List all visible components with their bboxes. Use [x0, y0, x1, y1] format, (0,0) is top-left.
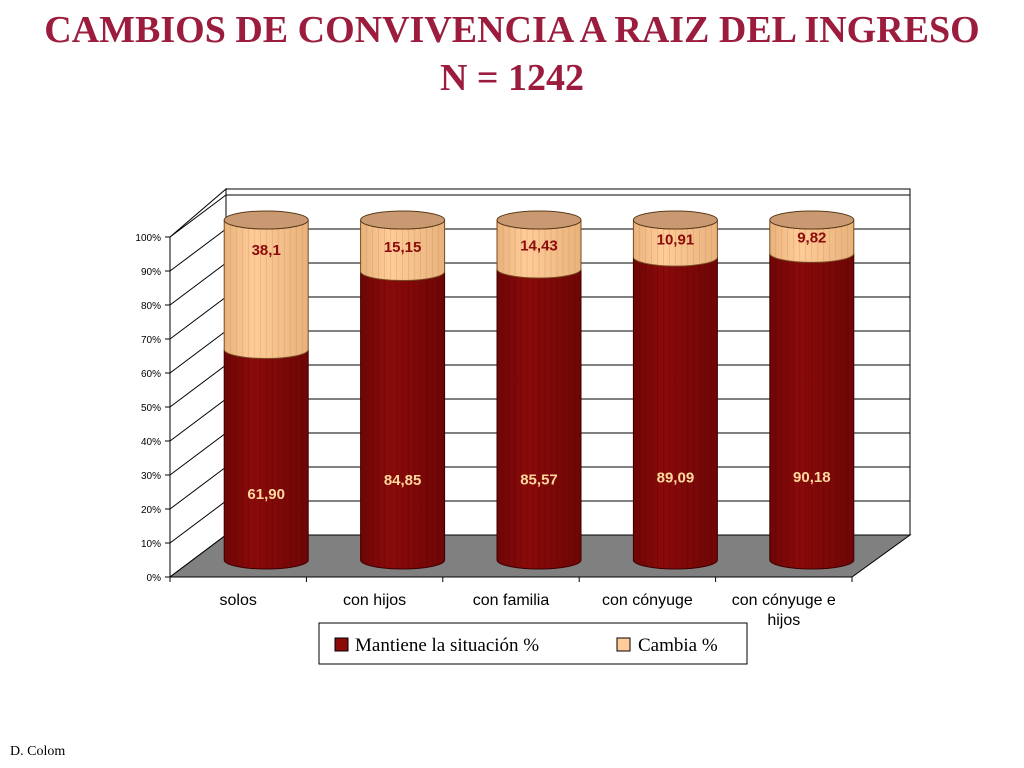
x-tick-label: con cónyuge — [602, 592, 693, 609]
y-tick-label: 50% — [141, 403, 161, 414]
data-label-mantiene: 90,18 — [793, 469, 831, 486]
x-tick-label: con familia — [473, 592, 550, 609]
data-label-cambia: 38,1 — [252, 242, 281, 259]
legend-label-mantiene: Mantiene la situación % — [355, 635, 539, 656]
x-tick-label: con cónyuge e hijos — [732, 592, 836, 629]
legend-swatch-cambia — [616, 637, 631, 652]
gridline — [169, 194, 910, 238]
bar-top-cap — [632, 210, 718, 230]
x-tick-label: con hijos — [343, 592, 406, 609]
y-tick-label: 70% — [141, 335, 161, 346]
bar-group: 84,85 15,15 — [360, 210, 446, 570]
y-tick-label: 80% — [141, 301, 161, 312]
bar-group: 61,90 38,1 — [223, 210, 309, 570]
data-label-mantiene: 89,09 — [657, 470, 695, 487]
y-tick-label: 20% — [141, 505, 161, 516]
bar-top-cap — [223, 210, 309, 230]
data-label-cambia: 14,43 — [520, 238, 558, 255]
legend-label-cambia: Cambia % — [638, 635, 718, 656]
bar-top-cap — [769, 210, 855, 230]
y-tick-label: 0% — [147, 573, 162, 584]
x-tick-label: solos — [220, 592, 257, 609]
x-axis: solos con hijos con familia con cónyuge con … — [169, 576, 853, 629]
data-label-mantiene: 61,90 — [247, 486, 285, 503]
y-tick-label: 40% — [141, 437, 161, 448]
data-label-mantiene: 85,57 — [520, 472, 558, 489]
y-tick-label: 10% — [141, 539, 161, 550]
data-label-cambia: 10,91 — [657, 232, 695, 249]
y-tick-label: 30% — [141, 471, 161, 482]
chart-title: CAMBIOS DE CONVIVENCIA A RAIZ DEL INGRES… — [44, 9, 980, 51]
bar-group: 89,09 10,91 — [632, 210, 718, 570]
bars: 61,90 38,1 84,85 15,15 85,57 14,43 89,09 10,91 9… — [223, 210, 855, 570]
chart-subtitle: N = 1242 — [439, 57, 585, 99]
legend: Mantiene la situación % Cambia % — [318, 622, 748, 665]
legend-box — [318, 622, 748, 665]
author-credit: D. Colom — [10, 744, 66, 759]
y-tick-label: 100% — [135, 233, 161, 244]
data-label-cambia: 15,15 — [384, 239, 422, 256]
y-tick-label: 90% — [141, 267, 161, 278]
bar-top-cap — [360, 210, 446, 230]
bar-top-cap — [496, 210, 582, 230]
y-tick-label: 60% — [141, 369, 161, 380]
bar-group: 90,18 9,82 — [769, 210, 855, 570]
data-label-mantiene: 84,85 — [384, 472, 422, 489]
side-wall — [169, 187, 227, 578]
data-label-cambia: 9,82 — [797, 230, 826, 247]
bar-group: 85,57 14,43 — [496, 210, 582, 570]
y-axis: 0% 10% 20% 30% 40% 50% 60% 70% 80% 90% 100% — [135, 233, 171, 584]
legend-swatch-mantiene — [334, 637, 349, 652]
